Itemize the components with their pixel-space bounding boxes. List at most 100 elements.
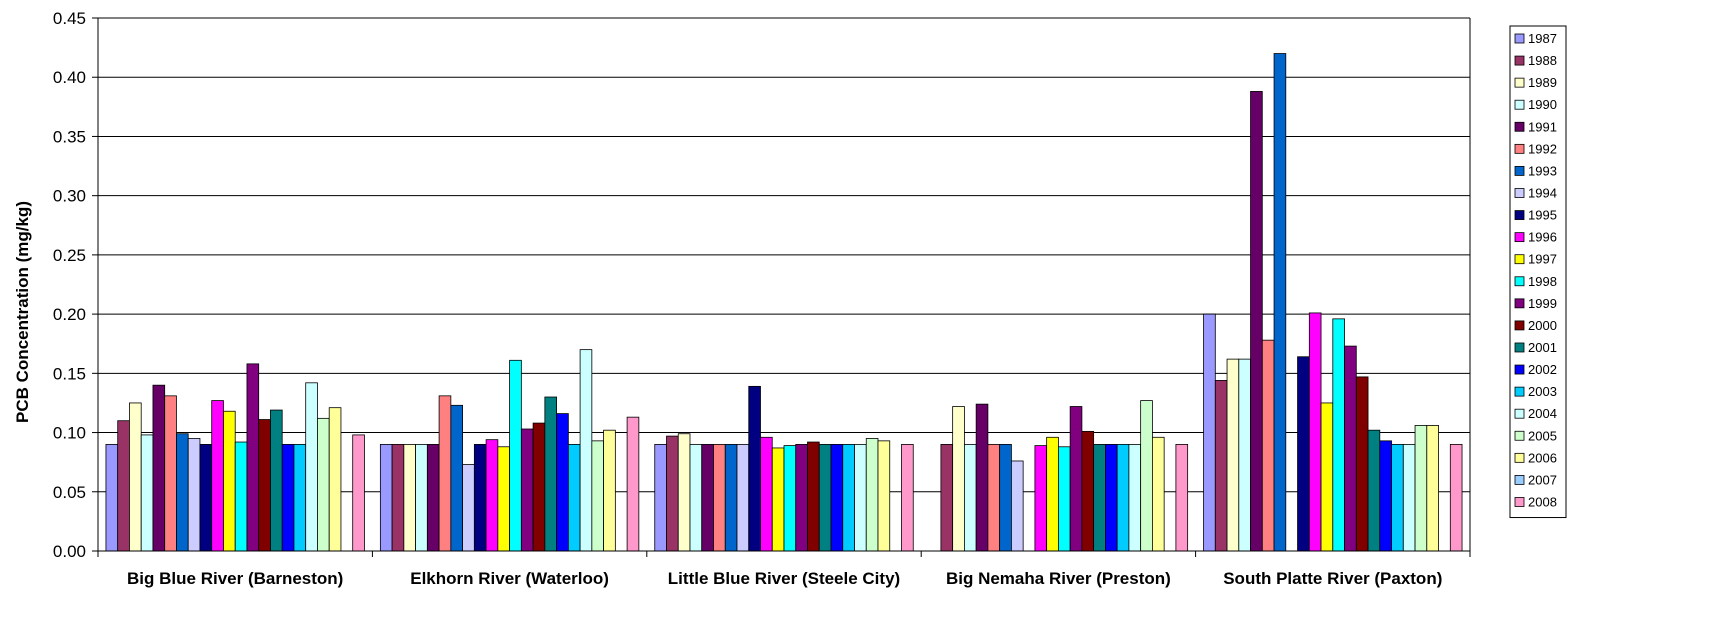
legend-swatch bbox=[1514, 497, 1525, 507]
y-tick-labels: 0.00 0.05 0.10 0.15 0.20 0.25 0.30 0.35 0.40 0.45 bbox=[53, 9, 86, 561]
bar-2005-cat-4 bbox=[1414, 425, 1428, 552]
legend-swatch bbox=[1514, 452, 1525, 463]
legend-swatch bbox=[1514, 320, 1525, 331]
bar-2006-cat-3 bbox=[1152, 436, 1165, 552]
bar-1990-cat-3 bbox=[964, 443, 977, 552]
legend-label: 2008 bbox=[1528, 494, 1557, 509]
legend-swatch bbox=[1514, 33, 1525, 44]
legend-label: 1995 bbox=[1528, 208, 1557, 223]
bar-1991-cat-3 bbox=[975, 403, 989, 552]
bar-1998-cat-0 bbox=[234, 441, 248, 552]
bar-1991-cat-1 bbox=[426, 443, 440, 552]
y-tick-label: 0.30 bbox=[53, 187, 86, 206]
legend-swatch bbox=[1514, 342, 1525, 353]
bar-1994-cat-2 bbox=[736, 443, 750, 552]
legend-label: 1997 bbox=[1528, 252, 1557, 267]
legend-swatch bbox=[1514, 364, 1525, 375]
bar-1988-cat-3 bbox=[940, 443, 954, 552]
bar-1989-cat-4 bbox=[1226, 358, 1240, 552]
bar-1998-cat-1 bbox=[509, 359, 522, 552]
legend-swatch bbox=[1514, 386, 1525, 397]
legend-swatch bbox=[1514, 121, 1525, 132]
x-category-label: Big Blue River (Barneston) bbox=[127, 569, 343, 588]
legend-swatch bbox=[1514, 474, 1525, 485]
legend-swatch bbox=[1514, 254, 1525, 265]
legend-swatch bbox=[1514, 430, 1525, 441]
bar-1989-cat-1 bbox=[403, 443, 417, 552]
bar-2000-cat-4 bbox=[1355, 376, 1369, 552]
legend-label: 1994 bbox=[1528, 185, 1557, 200]
legend-swatch bbox=[1514, 408, 1525, 419]
x-category-label: Elkhorn River (Waterloo) bbox=[410, 569, 609, 588]
bar-2000-cat-0 bbox=[258, 419, 271, 552]
bar-1999-cat-1 bbox=[520, 428, 534, 552]
bar-1992-cat-1 bbox=[438, 395, 452, 552]
legend-swatch bbox=[1514, 143, 1525, 154]
x-category-label: Big Nemaha River (Preston) bbox=[946, 569, 1171, 588]
bars bbox=[105, 53, 1463, 552]
y-tick-label: 0.40 bbox=[53, 68, 86, 87]
legend-swatch bbox=[1514, 99, 1525, 110]
legend-label: 1987 bbox=[1528, 31, 1557, 46]
bar-2001-cat-3 bbox=[1093, 443, 1106, 552]
legend-swatch bbox=[1514, 188, 1525, 198]
bar-1990-cat-0 bbox=[140, 434, 154, 552]
bar-2005-cat-1 bbox=[591, 440, 604, 552]
bar-1987-cat-0 bbox=[105, 443, 119, 552]
bar-2004-cat-2 bbox=[854, 443, 867, 552]
bar-1998-cat-3 bbox=[1058, 446, 1071, 552]
legend-label: 2006 bbox=[1528, 450, 1557, 465]
bar-2003-cat-0 bbox=[293, 443, 307, 552]
bar-2008-cat-4 bbox=[1449, 443, 1463, 552]
bar-1991-cat-2 bbox=[701, 443, 714, 552]
bar-1992-cat-4 bbox=[1261, 339, 1275, 552]
bar-1993-cat-3 bbox=[999, 443, 1012, 552]
legend-swatch bbox=[1514, 298, 1525, 309]
bar-2004-cat-3 bbox=[1128, 443, 1142, 552]
bar-1999-cat-4 bbox=[1344, 345, 1357, 552]
bar-2003-cat-3 bbox=[1116, 443, 1130, 552]
bar-2004-cat-4 bbox=[1402, 443, 1416, 552]
legend-swatch bbox=[1514, 210, 1525, 220]
bar-1997-cat-4 bbox=[1320, 402, 1334, 552]
bar-1992-cat-2 bbox=[713, 443, 726, 552]
bar-2001-cat-4 bbox=[1367, 429, 1381, 552]
bar-1997-cat-1 bbox=[497, 446, 511, 552]
bar-1996-cat-1 bbox=[485, 439, 499, 552]
bar-2000-cat-1 bbox=[532, 422, 546, 552]
bar-2006-cat-4 bbox=[1426, 425, 1439, 552]
legend-label: 2000 bbox=[1528, 318, 1557, 333]
y-tick-label: 0.15 bbox=[53, 364, 86, 383]
x-category-labels: Big Blue River (Barneston) Elkhorn River … bbox=[127, 569, 1442, 588]
bar-2001-cat-1 bbox=[544, 396, 557, 552]
bar-1995-cat-2 bbox=[748, 385, 761, 552]
x-category-label: South Platte River (Paxton) bbox=[1223, 569, 1442, 588]
bar-1991-cat-0 bbox=[152, 384, 166, 552]
legend-label: 1989 bbox=[1528, 75, 1557, 90]
bar-1996-cat-4 bbox=[1308, 312, 1322, 552]
bar-1990-cat-1 bbox=[415, 443, 428, 552]
bar-2006-cat-0 bbox=[328, 407, 342, 552]
bar-1997-cat-0 bbox=[223, 410, 236, 552]
legend-label: 2005 bbox=[1528, 428, 1557, 443]
bar-2004-cat-1 bbox=[579, 349, 593, 552]
bar-1994-cat-1 bbox=[462, 464, 475, 552]
y-tick-label: 0.25 bbox=[53, 246, 86, 265]
legend-swatch bbox=[1514, 232, 1525, 243]
bar-2006-cat-1 bbox=[603, 429, 616, 552]
bar-2004-cat-0 bbox=[305, 382, 318, 552]
bar-1992-cat-3 bbox=[987, 443, 1001, 552]
bar-2000-cat-3 bbox=[1081, 430, 1095, 552]
bar-2002-cat-1 bbox=[556, 413, 569, 552]
bar-1997-cat-2 bbox=[771, 447, 785, 552]
bar-2002-cat-4 bbox=[1379, 440, 1392, 552]
bar-1997-cat-3 bbox=[1046, 436, 1059, 552]
bar-2005-cat-0 bbox=[317, 417, 330, 552]
legend-swatch bbox=[1514, 276, 1525, 287]
y-tick-label: 0.20 bbox=[53, 305, 86, 324]
legend-label: 1993 bbox=[1528, 163, 1557, 178]
legend-label: 2003 bbox=[1528, 384, 1557, 399]
legend-label: 1991 bbox=[1528, 119, 1557, 134]
bar-2008-cat-0 bbox=[352, 434, 365, 552]
